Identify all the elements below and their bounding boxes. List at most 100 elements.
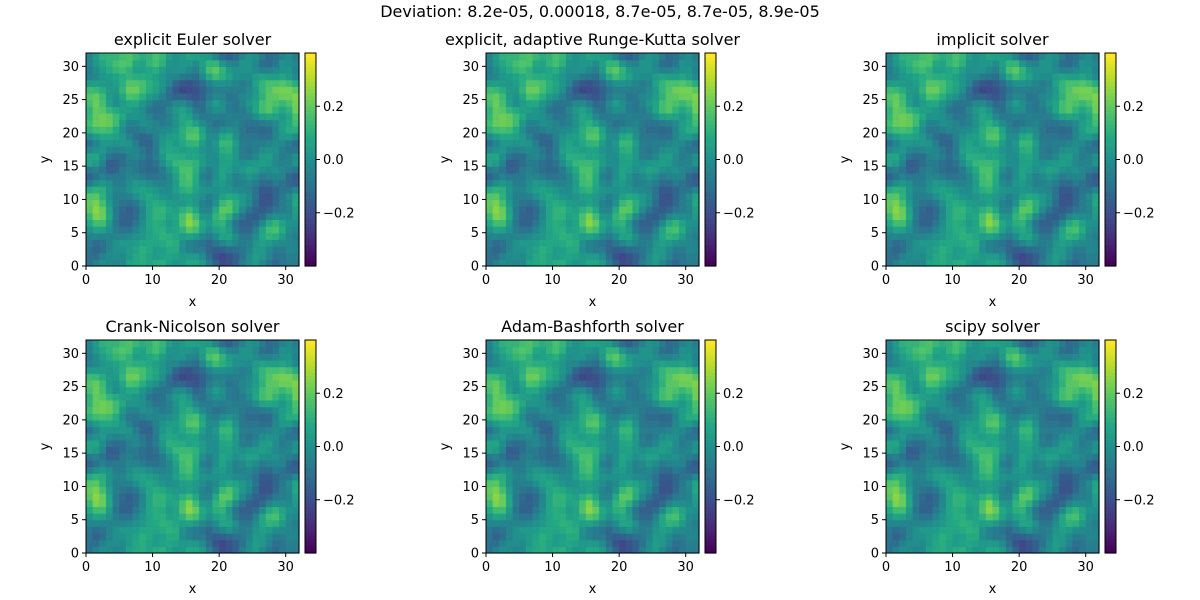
colorbar-segment xyxy=(305,141,316,146)
heatmap-cell xyxy=(112,66,120,74)
heatmap-cell xyxy=(892,53,900,61)
heatmap-cell xyxy=(272,186,280,194)
heatmap-cell xyxy=(625,152,634,161)
heatmap-cell xyxy=(539,199,547,207)
heatmap-cell xyxy=(505,112,514,121)
heatmap-cell xyxy=(185,206,194,214)
heatmap-cell xyxy=(565,166,574,174)
heatmap-cell xyxy=(292,346,300,354)
heatmap-cell xyxy=(265,112,273,121)
heatmap-cell xyxy=(659,506,667,514)
heatmap-cell xyxy=(165,446,174,454)
heatmap-cell xyxy=(519,132,527,141)
heatmap-cell xyxy=(1019,159,1027,167)
heatmap-cell xyxy=(1025,139,1034,147)
heatmap-cell xyxy=(972,112,980,121)
heatmap-cell xyxy=(219,186,227,194)
heatmap-cell xyxy=(925,146,934,154)
heatmap-cell xyxy=(672,526,680,534)
heatmap-cell xyxy=(119,92,127,101)
heatmap-cell xyxy=(86,112,94,121)
heatmap-cell xyxy=(119,446,127,454)
heatmap-cell xyxy=(685,526,693,534)
heatmap-cell xyxy=(505,513,514,521)
heatmap-cell xyxy=(199,499,207,508)
heatmap-cell xyxy=(279,53,287,61)
heatmap-cell xyxy=(112,166,120,174)
heatmap-cell xyxy=(599,79,607,87)
heatmap-cell xyxy=(132,486,140,494)
heatmap-cell xyxy=(125,533,134,541)
heatmap-cell xyxy=(259,152,267,161)
heatmap-cell xyxy=(999,159,1007,167)
heatmap-cell xyxy=(179,366,187,374)
heatmap-cell xyxy=(159,126,167,134)
heatmap-cell xyxy=(192,473,200,481)
heatmap-cell xyxy=(185,466,194,474)
heatmap-cell xyxy=(899,259,907,267)
heatmap-cell xyxy=(119,252,127,260)
heatmap-cell xyxy=(645,92,654,101)
heatmap-cell xyxy=(492,526,500,534)
heatmap-cell xyxy=(639,126,647,134)
heatmap-cell xyxy=(152,493,160,501)
heatmap-cell xyxy=(979,212,987,221)
heatmap-cell xyxy=(639,459,647,468)
heatmap-cell xyxy=(165,426,174,434)
heatmap-cell xyxy=(285,406,293,414)
heatmap-cell xyxy=(512,232,520,240)
heatmap-cell xyxy=(525,199,534,207)
heatmap-cell xyxy=(659,473,667,481)
heatmap-cell xyxy=(219,212,227,221)
heatmap-cell xyxy=(486,166,494,174)
heatmap-cell xyxy=(912,119,920,127)
heatmap-cell xyxy=(892,252,900,260)
heatmap-cell xyxy=(625,99,634,107)
heatmap-cell xyxy=(152,59,160,67)
heatmap-cell xyxy=(1059,179,1067,187)
heatmap-cell xyxy=(152,406,160,414)
heatmap-cell xyxy=(992,186,1000,194)
heatmap-cell xyxy=(545,519,554,527)
heatmap-cell xyxy=(692,219,700,227)
heatmap-cell xyxy=(232,379,240,388)
heatmap-cell xyxy=(225,139,234,147)
heatmap-cell xyxy=(605,159,614,167)
heatmap-cell xyxy=(645,479,654,488)
heatmap-cell xyxy=(679,473,687,481)
heatmap-cell xyxy=(1039,226,1047,234)
y-tick-label: 5 xyxy=(471,226,479,241)
heatmap-cell xyxy=(279,172,287,181)
heatmap-cell xyxy=(132,526,140,534)
heatmap-cell xyxy=(585,526,594,534)
heatmap-cell xyxy=(892,206,900,214)
heatmap-cell xyxy=(272,413,280,421)
heatmap-cell xyxy=(105,479,114,488)
heatmap-cell xyxy=(192,199,200,207)
heatmap-cell xyxy=(185,172,194,181)
colorbar-segment xyxy=(305,180,316,185)
heatmap-cell xyxy=(199,106,207,114)
heatmap-cell xyxy=(605,152,614,161)
heatmap-cell xyxy=(499,199,507,207)
heatmap-cell xyxy=(912,226,920,234)
heatmap-cell xyxy=(219,473,227,481)
heatmap-cell xyxy=(552,199,560,207)
heatmap-cell xyxy=(965,59,974,67)
heatmap-cell xyxy=(139,453,147,461)
heatmap-cell xyxy=(572,473,580,481)
heatmap-cell xyxy=(1012,246,1020,254)
heatmap-cell xyxy=(619,486,627,494)
heatmap-cell xyxy=(1079,152,1087,161)
heatmap-cell xyxy=(199,259,207,267)
heatmap-cell xyxy=(172,366,180,374)
heatmap-cell xyxy=(619,232,627,240)
heatmap-cell xyxy=(179,232,187,240)
heatmap-cell xyxy=(232,340,240,348)
heatmap-cell xyxy=(1019,99,1027,107)
heatmap-cell xyxy=(219,533,227,541)
heatmap-cell xyxy=(105,406,114,414)
heatmap-cell xyxy=(665,186,673,194)
heatmap-cell xyxy=(179,66,187,74)
